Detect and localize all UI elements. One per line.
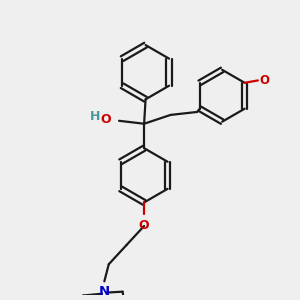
Text: O: O <box>139 219 149 232</box>
Text: O: O <box>100 113 111 126</box>
Text: O: O <box>260 74 269 87</box>
Text: H: H <box>89 110 100 123</box>
Text: N: N <box>99 285 110 298</box>
